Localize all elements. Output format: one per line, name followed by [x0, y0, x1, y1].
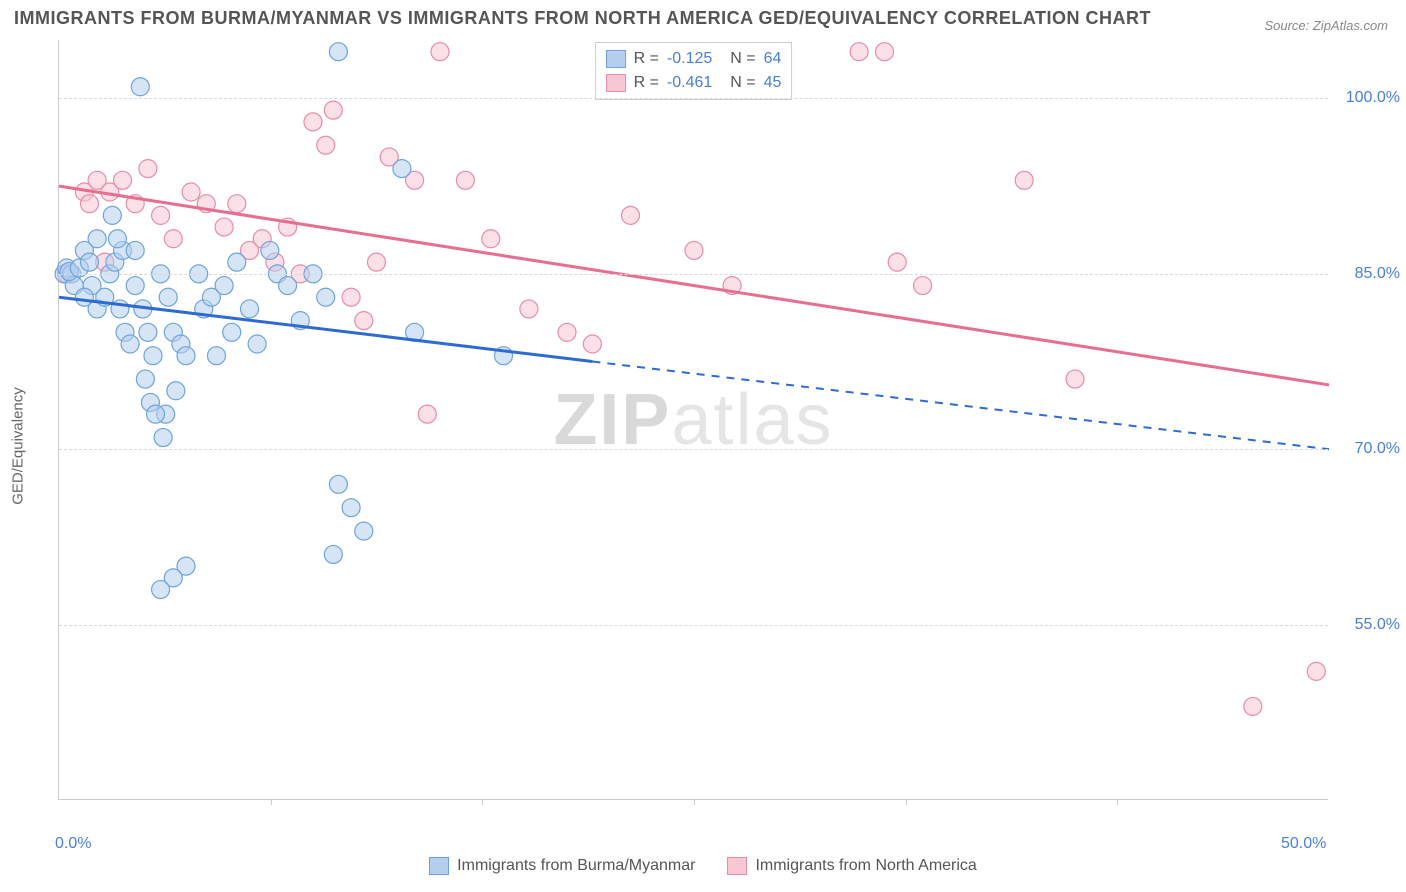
- legend-item: Immigrants from North America: [727, 857, 976, 875]
- y-tick-label: 100.0%: [1346, 89, 1400, 107]
- data-point: [241, 300, 259, 318]
- data-point: [1307, 662, 1325, 680]
- data-point: [279, 277, 297, 295]
- legend-swatch: [606, 50, 626, 68]
- y-tick-label: 70.0%: [1355, 440, 1400, 458]
- data-point: [215, 218, 233, 236]
- data-point: [418, 405, 436, 423]
- data-point: [152, 206, 170, 224]
- data-point: [520, 300, 538, 318]
- data-point: [431, 43, 449, 61]
- data-point: [177, 347, 195, 365]
- data-point: [482, 230, 500, 248]
- data-point: [248, 335, 266, 353]
- trend-line-b: [59, 186, 1329, 385]
- data-point: [888, 253, 906, 271]
- data-point: [228, 195, 246, 213]
- data-point: [154, 429, 172, 447]
- data-point: [329, 43, 347, 61]
- chart-title: IMMIGRANTS FROM BURMA/MYANMAR VS IMMIGRA…: [14, 8, 1151, 29]
- chart-container: IMMIGRANTS FROM BURMA/MYANMAR VS IMMIGRA…: [0, 0, 1406, 892]
- data-point: [685, 241, 703, 259]
- data-point: [456, 171, 474, 189]
- data-point: [622, 206, 640, 224]
- data-point: [114, 171, 132, 189]
- legend-swatch: [429, 857, 449, 875]
- data-point: [182, 183, 200, 201]
- data-point: [342, 499, 360, 517]
- data-point: [558, 323, 576, 341]
- x-minor-tick: [1117, 799, 1118, 805]
- data-point: [1066, 370, 1084, 388]
- data-point: [126, 277, 144, 295]
- data-point: [215, 277, 233, 295]
- data-point: [324, 101, 342, 119]
- data-point: [108, 230, 126, 248]
- legend-row: R =-0.461N =45: [606, 71, 782, 95]
- legend-row: R =-0.125N =64: [606, 47, 782, 71]
- x-tick-label: 50.0%: [1281, 835, 1326, 853]
- gridline: [59, 98, 1328, 99]
- data-point: [126, 241, 144, 259]
- data-point: [207, 347, 225, 365]
- source-label: Source: ZipAtlas.com: [1264, 18, 1388, 33]
- y-axis-label: GED/Equivalency: [10, 387, 27, 505]
- y-tick-label: 55.0%: [1355, 616, 1400, 634]
- series-legend: Immigrants from Burma/Myanmar Immigrants …: [0, 857, 1406, 880]
- x-minor-tick: [271, 799, 272, 805]
- data-point: [261, 241, 279, 259]
- plot-svg: [59, 40, 1328, 799]
- data-point: [317, 136, 335, 154]
- data-point: [355, 312, 373, 330]
- data-point: [228, 253, 246, 271]
- legend-item: Immigrants from Burma/Myanmar: [429, 857, 695, 875]
- data-point: [159, 288, 177, 306]
- legend-swatch: [727, 857, 747, 875]
- data-point: [1015, 171, 1033, 189]
- data-point: [324, 545, 342, 563]
- y-tick-label: 85.0%: [1355, 265, 1400, 283]
- data-point: [329, 475, 347, 493]
- data-point: [355, 522, 373, 540]
- data-point: [80, 253, 98, 271]
- data-point: [368, 253, 386, 271]
- gridline: [59, 274, 1328, 275]
- data-point: [136, 370, 154, 388]
- data-point: [317, 288, 335, 306]
- legend-swatch: [606, 74, 626, 92]
- data-point: [167, 382, 185, 400]
- trend-line-a-dash: [592, 362, 1329, 450]
- data-point: [393, 160, 411, 178]
- x-minor-tick: [694, 799, 695, 805]
- x-minor-tick: [482, 799, 483, 805]
- data-point: [147, 405, 165, 423]
- data-point: [1244, 697, 1262, 715]
- gridline: [59, 625, 1328, 626]
- data-point: [914, 277, 932, 295]
- legend-label: Immigrants from North America: [755, 857, 976, 875]
- data-point: [304, 113, 322, 131]
- data-point: [850, 43, 868, 61]
- data-point: [876, 43, 894, 61]
- data-point: [88, 230, 106, 248]
- gridline: [59, 449, 1328, 450]
- data-point: [121, 335, 139, 353]
- data-point: [144, 347, 162, 365]
- data-point: [103, 206, 121, 224]
- data-point: [139, 323, 157, 341]
- x-tick-label: 0.0%: [55, 835, 91, 853]
- plot-area: ZIPatlas R =-0.125N =64R =-0.461N =45 55…: [58, 40, 1328, 800]
- correlation-legend: R =-0.125N =64R =-0.461N =45: [595, 42, 793, 100]
- x-minor-tick: [906, 799, 907, 805]
- data-point: [583, 335, 601, 353]
- data-point: [139, 160, 157, 178]
- data-point: [223, 323, 241, 341]
- data-point: [131, 78, 149, 96]
- data-point: [152, 581, 170, 599]
- data-point: [80, 195, 98, 213]
- legend-label: Immigrants from Burma/Myanmar: [457, 857, 695, 875]
- data-point: [342, 288, 360, 306]
- data-point: [164, 230, 182, 248]
